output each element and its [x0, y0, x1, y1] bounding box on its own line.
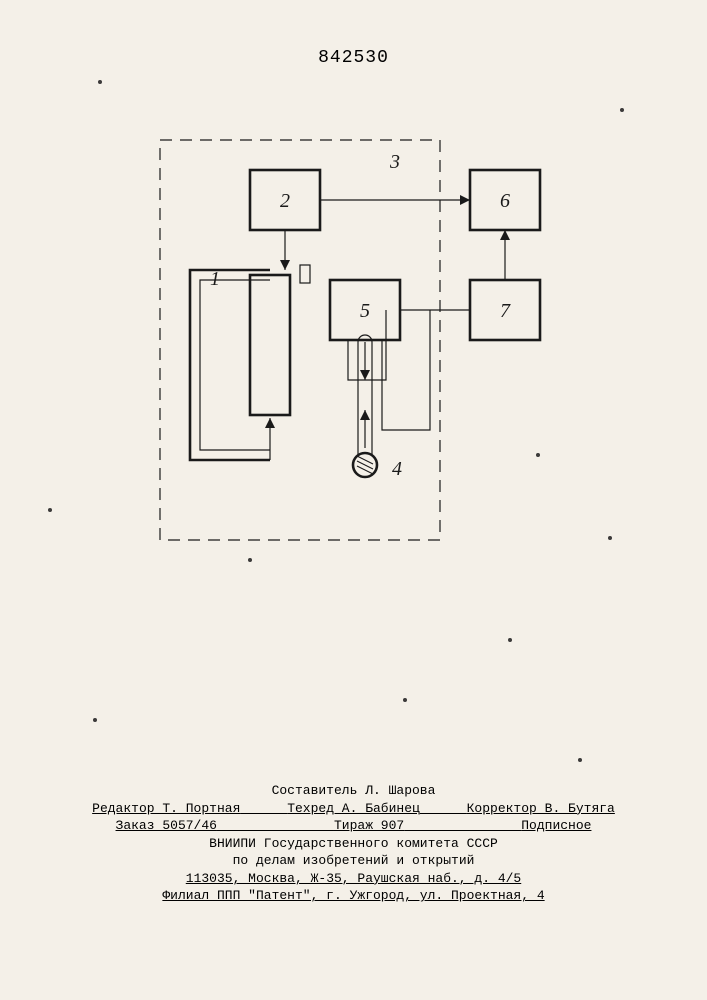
compiler-line: Составитель Л. Шарова [0, 782, 707, 800]
document-number: 842530 [318, 48, 389, 68]
address-line: 113035, Москва, Ж-35, Раушская наб., д. … [0, 870, 707, 888]
svg-text:5: 5 [360, 300, 370, 322]
page: 842530 3 2 6 5 7 1 4 Составитель Л. Шарова Ред… [0, 0, 707, 1000]
svg-text:3: 3 [389, 151, 400, 173]
svg-text:4: 4 [392, 458, 402, 480]
svg-text:6: 6 [500, 190, 510, 212]
credits-block: Составитель Л. Шарова Редактор Т. Портна… [0, 782, 707, 905]
org-line-1: ВНИИПИ Государственного комитета СССР [0, 835, 707, 853]
schematic-diagram: 3 2 6 5 7 1 4 [130, 130, 570, 550]
svg-text:2: 2 [280, 190, 290, 212]
svg-text:7: 7 [500, 300, 511, 322]
org-line-2: по делам изобретений и открытий [0, 852, 707, 870]
schematic-svg: 3 2 6 5 7 1 4 [130, 130, 570, 550]
editor-line: Редактор Т. Портная Техред А. Бабинец Ко… [0, 800, 707, 818]
branch-line: Филиал ППП "Патент", г. Ужгород, ул. Про… [0, 887, 707, 905]
order-line: Заказ 5057/46 Тираж 907 Подписное [0, 817, 707, 835]
svg-text:1: 1 [210, 268, 220, 290]
